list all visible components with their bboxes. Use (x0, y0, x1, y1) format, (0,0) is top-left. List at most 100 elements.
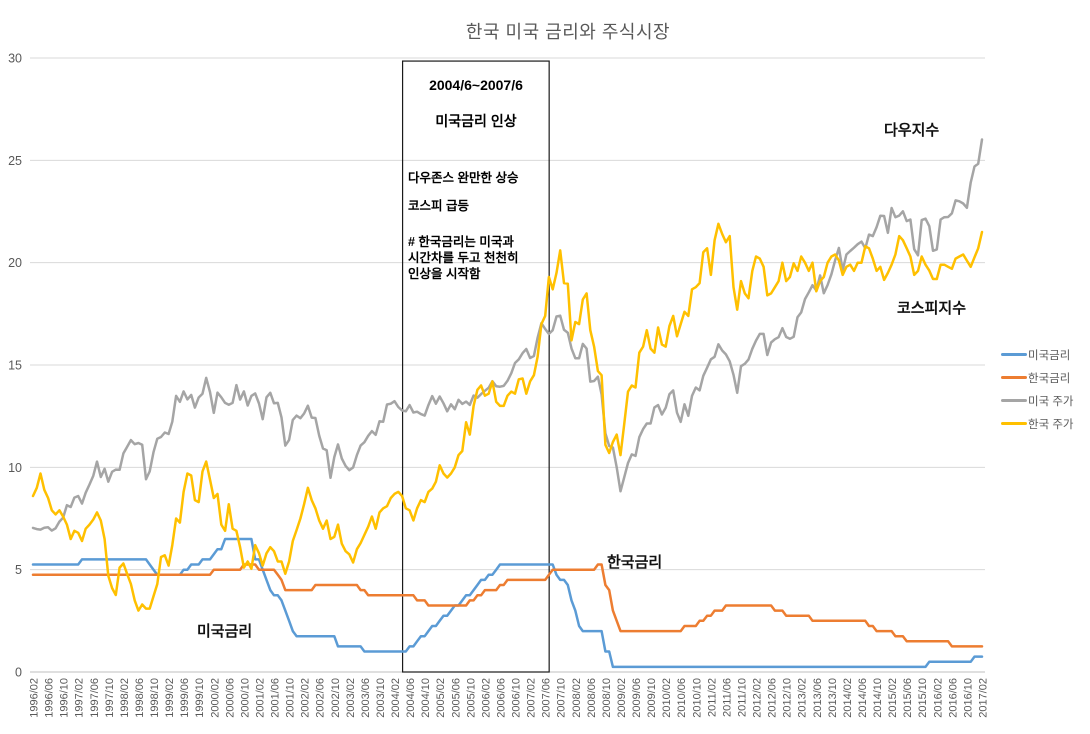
x-axis-tick-label: 2010/10 (691, 678, 703, 718)
x-axis-tick-label: 2009/10 (646, 678, 658, 718)
y-axis-tick-label: 10 (8, 461, 22, 475)
x-axis-tick-label: 2010/02 (661, 678, 673, 718)
x-axis-tick-label: 2008/06 (586, 678, 598, 718)
legend-label-us-rate: 미국금리 (1028, 349, 1071, 362)
series-line-3 (31, 222, 984, 612)
annotation-note-3-line-1: # 한국금리는 미국과 (408, 235, 514, 249)
x-axis-tick-label: 2003/06 (360, 678, 372, 718)
highlight-box (401, 60, 550, 673)
annotation-note-3-line-3: 인상을 시작함 (408, 267, 481, 281)
legend-label-us-stock: 미국 주가 (1028, 395, 1074, 408)
x-axis-tick-label: 2005/06 (450, 678, 462, 718)
x-axis-tick-label: 2014/02 (842, 678, 854, 718)
x-axis-tick-label: 2000/06 (224, 678, 236, 718)
x-axis-tick-label: 1998/06 (134, 678, 146, 718)
label-korea-rate: 한국금리 (607, 554, 663, 571)
annotation-note-2: 코스피 급등 (408, 199, 469, 213)
y-axis-tick-label: 0 (15, 666, 22, 680)
us-rate-line-swatch (1001, 353, 1027, 356)
x-axis-tick-label: 2012/02 (752, 678, 764, 718)
x-axis-tick-label: 2003/10 (375, 678, 387, 718)
x-axis-tick-label: 1998/02 (119, 678, 131, 718)
x-axis-tick-label: 1998/10 (149, 678, 161, 718)
x-axis-tick-label: 2012/06 (767, 678, 779, 718)
y-axis-tick-label: 30 (8, 52, 22, 66)
label-kospi-index: 코스피지수 (897, 300, 967, 317)
series-line-0 (31, 537, 984, 669)
x-axis-tick-label: 2000/02 (209, 678, 221, 718)
x-axis-tick-label: 2004/06 (405, 678, 417, 718)
x-axis-tick-label: 2006/02 (480, 678, 492, 718)
x-axis-tick-label: 2014/10 (872, 678, 884, 718)
x-axis-tick-label: 2015/02 (887, 678, 899, 718)
x-axis-tick-label: 2013/10 (827, 678, 839, 718)
x-axis-tick-label: 2010/06 (676, 678, 688, 718)
x-axis-tick-label: 2016/06 (947, 678, 959, 718)
label-us-rate: 미국금리 (197, 623, 253, 640)
x-axis-tick-label: 2005/02 (435, 678, 447, 718)
x-axis-tick-label: 2008/02 (571, 678, 583, 718)
x-axis-tick-label: 2013/02 (797, 678, 809, 718)
x-axis-tick-label: 2015/06 (902, 678, 914, 718)
x-axis-tick-label: 1999/10 (194, 678, 206, 718)
label-dow-index: 다우지수 (884, 122, 940, 139)
x-axis-tick-label: 2009/02 (616, 678, 628, 718)
annotation-note-3-line-2: 시간차를 두고 천천히 (408, 251, 519, 265)
x-axis-tick-label: 2011/02 (706, 678, 718, 717)
y-axis-tick-label: 5 (15, 563, 22, 577)
x-axis-tick-label: 2007/02 (526, 678, 538, 718)
legend-label-korea-rate: 한국금리 (1028, 372, 1071, 385)
x-axis-tick-label: 1997/02 (74, 678, 86, 718)
series-line-1 (31, 563, 984, 648)
x-axis-tick-label: 2016/10 (962, 678, 974, 718)
x-axis-tick-label: 2005/10 (465, 678, 477, 718)
chart-title: 한국 미국 금리와 주식시장 (465, 22, 671, 42)
x-axis-tick-label: 1996/06 (44, 678, 56, 718)
legend-item-korea-stock[interactable]: 한국 주가 (1001, 412, 1090, 435)
annotation-note-3: # 한국금리는 미국과 시간차를 두고 천천히 인상을 시작함 (408, 234, 548, 282)
x-axis-tick-label: 2015/10 (917, 678, 929, 718)
annotation-period: 2004/6~2007/6 (429, 77, 523, 93)
x-axis-tick-label: 2009/06 (631, 678, 643, 718)
x-axis-tick-label: 2011/06 (721, 678, 733, 717)
legend-item-korea-rate[interactable]: 한국금리 (1001, 366, 1090, 389)
x-axis-tick-label: 2004/10 (420, 678, 432, 718)
us-stock-line-swatch (1001, 399, 1027, 402)
legend-item-us-rate[interactable]: 미국금리 (1001, 343, 1090, 366)
x-axis-tick-label: 2012/10 (782, 678, 794, 718)
y-axis-tick-label: 15 (8, 359, 22, 373)
x-axis-tick-label: 2002/06 (315, 678, 327, 718)
x-axis-tick-label: 1999/02 (164, 678, 176, 718)
korea-rate-line-swatch (1001, 376, 1027, 379)
x-axis-tick-label: 2016/02 (932, 678, 944, 718)
x-axis-tick-label: 2008/10 (601, 678, 613, 718)
x-axis-tick-label: 2003/02 (345, 678, 357, 718)
x-axis-tick-label: 2017/02 (978, 678, 990, 718)
y-axis-tick-label: 20 (8, 256, 22, 270)
x-axis-tick-label: 2011/10 (736, 678, 748, 717)
x-axis-tick-label: 2001/10 (285, 678, 297, 718)
y-axis-tick-label: 25 (8, 154, 22, 168)
x-axis-tick-label: 2006/06 (495, 678, 507, 718)
x-axis-tick-label: 2001/02 (254, 678, 266, 718)
x-axis-tick-label: 1997/10 (104, 678, 116, 718)
x-axis-tick-label: 2014/06 (857, 678, 869, 718)
x-axis-tick-label: 1996/10 (59, 678, 71, 718)
legend: 미국금리 한국금리 미국 주가 한국 주가 (1001, 343, 1090, 435)
annotation-headline: 미국금리 인상 (435, 113, 517, 129)
x-axis-tick-label: 2013/06 (812, 678, 824, 718)
x-axis-tick-label: 2001/06 (270, 678, 282, 718)
legend-item-us-stock[interactable]: 미국 주가 (1001, 389, 1090, 412)
x-axis-tick-label: 2000/10 (239, 678, 251, 718)
legend-label-korea-stock: 한국 주가 (1028, 418, 1074, 431)
x-axis-tick-label: 1996/02 (29, 678, 41, 718)
x-axis-tick-label: 2002/02 (300, 678, 312, 718)
x-axis-tick-label: 2007/10 (556, 678, 568, 718)
x-axis-tick-label: 2006/10 (511, 678, 523, 718)
x-axis-tick-label: 1997/06 (89, 678, 101, 718)
x-axis-tick-label: 2002/10 (330, 678, 342, 718)
annotation-note-1: 다우존스 완만한 상승 (408, 171, 519, 185)
x-axis-tick-label: 1999/06 (179, 678, 191, 718)
